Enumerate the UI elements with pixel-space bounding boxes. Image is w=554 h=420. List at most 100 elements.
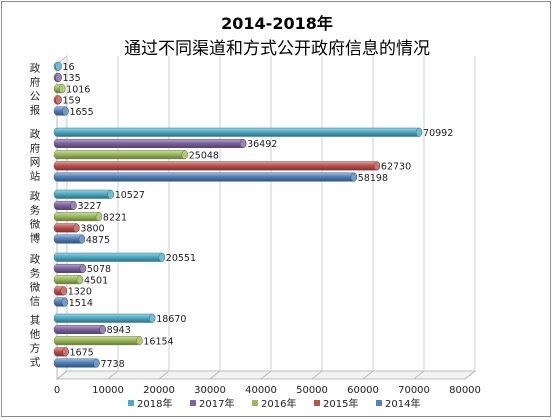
- bar: [53, 263, 87, 273]
- bar-body: [53, 127, 423, 137]
- data-label: 1514: [69, 298, 93, 309]
- bar-body: [53, 252, 166, 262]
- bar-body: [53, 189, 114, 199]
- x-tick-label: 70000: [398, 385, 430, 396]
- bar: [53, 286, 67, 296]
- data-label: 5078: [87, 264, 111, 275]
- bar-cap: [73, 223, 80, 233]
- legend-item: 2018年: [128, 397, 172, 410]
- bar-body: [53, 161, 381, 171]
- floor-gridline: [209, 370, 221, 380]
- bar-cap: [107, 189, 114, 199]
- bar-cap: [58, 84, 66, 94]
- x-tick-label: 50000: [296, 385, 328, 396]
- bar-cap: [79, 263, 87, 273]
- data-label: 3800: [80, 224, 104, 235]
- bar-cap: [158, 252, 166, 262]
- bar: [53, 150, 188, 160]
- y-category-label: 政府公报: [30, 62, 41, 117]
- data-label: 3227: [77, 201, 101, 212]
- bar-cap: [415, 127, 423, 137]
- bar-cap: [99, 324, 106, 334]
- legend-item: 2017年: [190, 397, 234, 410]
- bar-body: [53, 150, 188, 160]
- data-label: 1320: [68, 287, 92, 298]
- floor-gridline: [107, 370, 119, 380]
- chart-title: 2014-2018年: [221, 14, 333, 33]
- data-label: 18670: [156, 314, 186, 325]
- floor-gridline: [260, 370, 272, 380]
- bar-cap: [239, 138, 247, 148]
- bar: [53, 336, 143, 346]
- data-label: 20551: [166, 253, 196, 264]
- data-label: 1016: [66, 84, 90, 95]
- floor-gridline: [311, 370, 323, 380]
- data-label: 10527: [115, 190, 145, 201]
- bar-body: [53, 324, 106, 334]
- legend-item: 2015年: [314, 397, 358, 410]
- data-label: 159: [63, 96, 81, 107]
- bar-cap: [55, 95, 62, 105]
- data-label: 1655: [69, 107, 93, 118]
- legend-swatch: [128, 400, 134, 406]
- chart-subtitle: 通过不同渠道和方式公开政府信息的情况: [124, 39, 430, 59]
- data-label: 135: [63, 73, 81, 84]
- floor-gridline: [362, 370, 374, 380]
- x-tick-label: 30000: [194, 385, 226, 396]
- legend-item: 2016年: [252, 397, 296, 410]
- y-category-label: 其他方式: [30, 315, 41, 369]
- bar: [53, 223, 80, 233]
- bar-cap: [62, 347, 69, 357]
- bar-cap: [70, 200, 77, 210]
- data-label: 36492: [247, 139, 277, 150]
- bar: [53, 72, 62, 82]
- bar: [53, 189, 114, 199]
- legend-swatch: [376, 400, 382, 406]
- bar-cap: [93, 358, 100, 368]
- y-category-label: 政务微博: [30, 190, 41, 245]
- bar: [53, 127, 423, 137]
- bar: [53, 347, 69, 357]
- bar: [53, 172, 358, 182]
- bar: [53, 106, 69, 116]
- legend-label: 2018年: [137, 397, 172, 410]
- x-tick-label: 60000: [347, 385, 379, 396]
- data-label: 8943: [107, 325, 131, 336]
- bar-body: [53, 172, 358, 182]
- bar: [53, 161, 381, 171]
- bar-body: [53, 212, 103, 222]
- legend-item: 2014年: [376, 397, 420, 410]
- data-label: 4875: [86, 235, 110, 246]
- data-label: 62730: [381, 162, 411, 173]
- bar: [53, 324, 106, 334]
- x-tick-label: 20000: [143, 385, 175, 396]
- legend-label: 2016年: [261, 397, 296, 410]
- data-label: 58198: [358, 173, 388, 184]
- bar-cap: [373, 161, 381, 171]
- bar-cap: [181, 150, 188, 160]
- bar-body: [53, 336, 143, 346]
- x-tick-label: 0: [54, 385, 60, 396]
- bar-body: [53, 358, 100, 368]
- floor-gridline: [413, 370, 425, 380]
- floor-gridline: [464, 370, 476, 380]
- bar: [53, 138, 247, 148]
- bar-cap: [55, 72, 62, 82]
- bar: [53, 358, 100, 368]
- y-category-label: 政务微信: [30, 253, 41, 308]
- bar-cap: [148, 313, 156, 323]
- bar: [53, 252, 166, 262]
- bar: [53, 275, 84, 285]
- x-tick-label: 80000: [449, 385, 481, 396]
- data-label: 4501: [84, 275, 108, 286]
- bar-body: [53, 138, 247, 148]
- legend-swatch: [190, 400, 196, 406]
- bar-cap: [76, 275, 84, 285]
- bar: [53, 297, 68, 307]
- bar: [53, 200, 77, 210]
- data-label: 25048: [189, 150, 219, 161]
- bar-cap: [95, 212, 103, 222]
- bar: [53, 95, 62, 105]
- bar-cap: [62, 106, 69, 116]
